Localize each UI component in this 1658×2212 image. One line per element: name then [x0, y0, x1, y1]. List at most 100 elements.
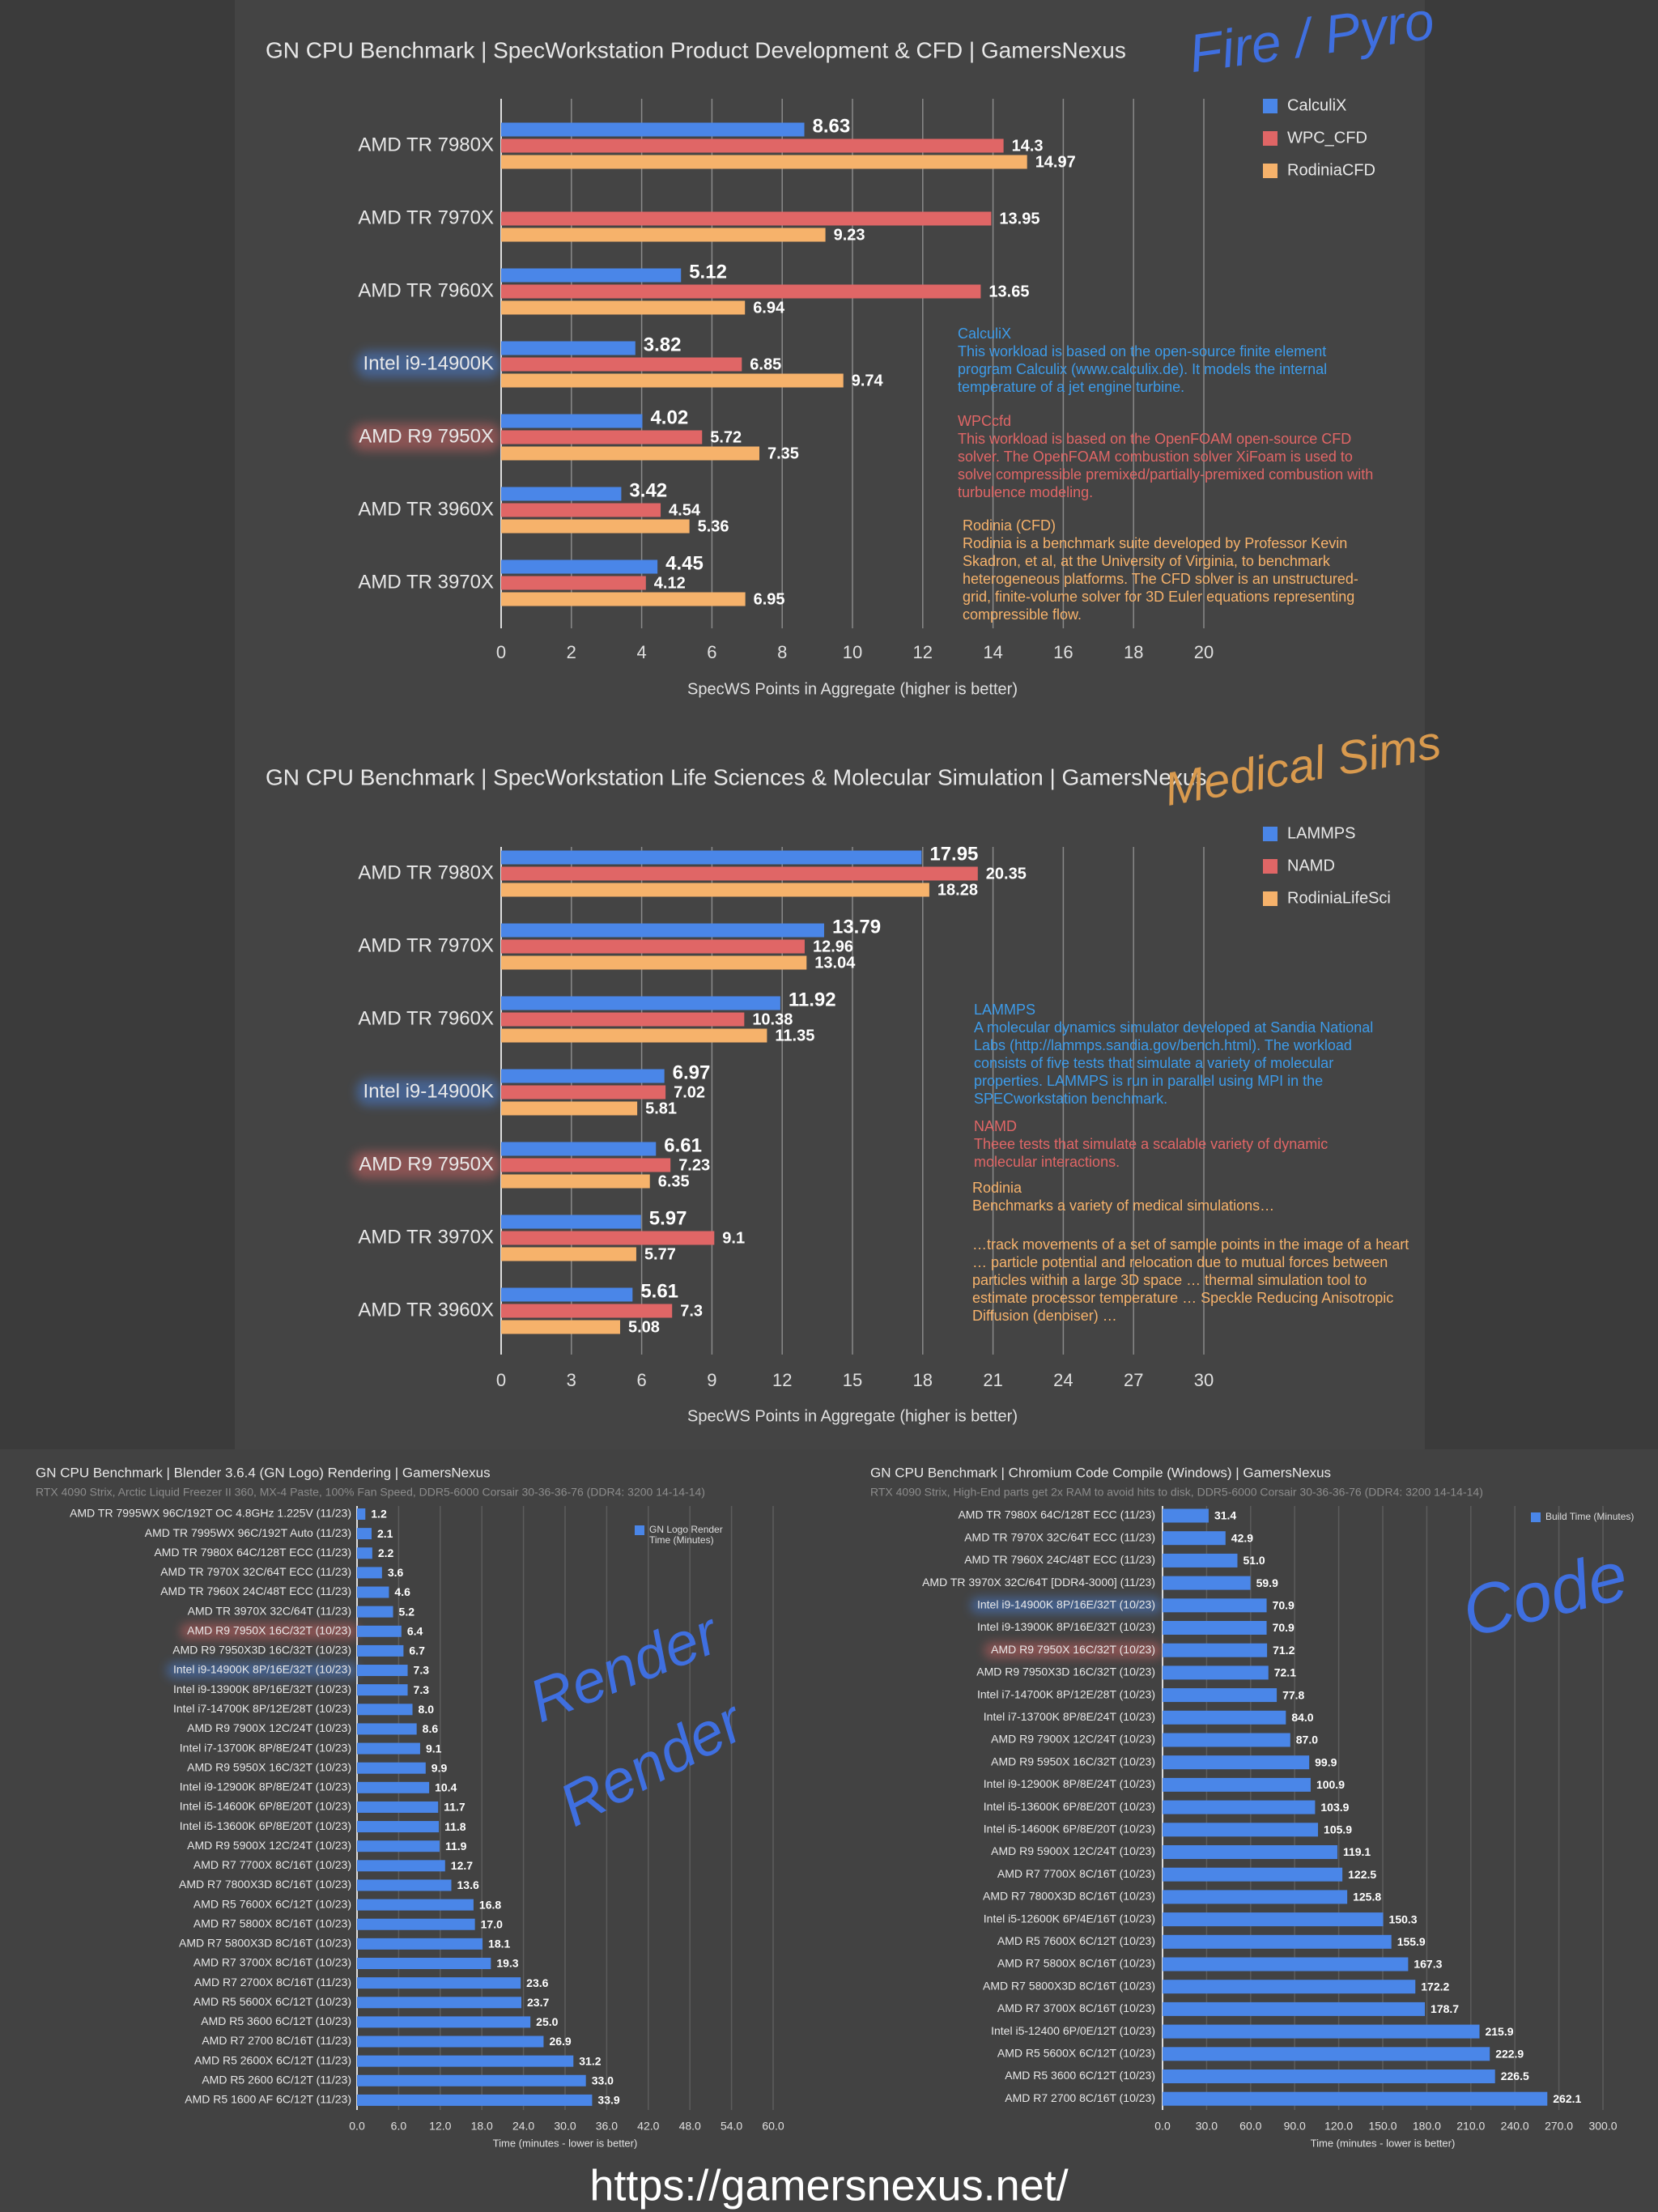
bar	[501, 1028, 767, 1043]
category-label: Intel i7-13700K 8P/8E/24T (10/23)	[180, 1741, 351, 1754]
category-label: Intel i9-14900K	[363, 1080, 494, 1102]
data-label: 9.1	[722, 1229, 745, 1247]
bar	[357, 1528, 372, 1540]
x-tick-label: 60.0	[1239, 2120, 1261, 2133]
x-tick-label: 60.0	[762, 2120, 784, 2133]
bar	[357, 2055, 574, 2067]
data-label: 9.23	[834, 226, 865, 244]
data-label: 262.1	[1553, 2092, 1581, 2105]
data-label: 5.97	[649, 1207, 687, 1229]
data-label: 6.35	[658, 1172, 690, 1190]
data-label: 77.8	[1282, 1688, 1304, 1701]
category-label: AMD R9 5900X 12C/24T (10/23)	[991, 1844, 1155, 1857]
data-label: 7.02	[674, 1083, 705, 1101]
category-label: Intel i7-14700K 8P/12E/28T (10/23)	[173, 1702, 351, 1715]
bar	[1163, 1867, 1343, 1882]
bar	[1163, 2069, 1495, 2083]
data-label: 33.9	[597, 2094, 619, 2107]
category-label: Intel i9-12900K 8P/8E/24T (10/23)	[984, 1777, 1155, 1790]
category-label: AMD R7 5800X3D 8C/16T (10/23)	[983, 1979, 1155, 1992]
data-label: 6.85	[750, 355, 781, 373]
data-label: 8.63	[813, 115, 851, 137]
annotation-text: …track movements of a set of sample poin…	[972, 1236, 1409, 1324]
data-label: 14.97	[1035, 153, 1076, 171]
data-label: 3.42	[629, 479, 667, 501]
bar	[357, 1762, 426, 1774]
bar	[1163, 1980, 1416, 1994]
data-label: 122.5	[1348, 1868, 1376, 1881]
data-label: 17.0	[481, 1917, 503, 1930]
bar	[357, 1918, 475, 1930]
bar	[357, 1644, 404, 1657]
x-tick-label: 240.0	[1501, 2120, 1529, 2133]
bar	[501, 1320, 620, 1334]
data-label: 51.0	[1243, 1554, 1265, 1567]
category-label: Intel i7-13700K 8P/8E/24T (10/23)	[984, 1710, 1155, 1723]
data-label: 103.9	[1320, 1801, 1349, 1814]
category-label: Intel i9-14900K 8P/16E/32T (10/23)	[977, 1598, 1155, 1611]
category-label: AMD R5 5600X 6C/12T (10/23)	[193, 1995, 351, 2008]
category-label: Intel i9-14900K 8P/16E/32T (10/23)	[173, 1663, 351, 1676]
x-tick-label: 14	[983, 642, 1002, 662]
bar	[1163, 1621, 1267, 1635]
bar	[501, 268, 682, 283]
bar	[357, 1977, 521, 1989]
bar	[1163, 2091, 1548, 2106]
bar	[1163, 1800, 1316, 1814]
data-label: 23.6	[526, 1976, 548, 1989]
category-label: AMD TR 7970X 32C/64T ECC (11/23)	[160, 1565, 351, 1578]
data-label: 4.02	[650, 406, 688, 428]
text-block: NAMD Theee tests that simulate a scalable…	[974, 1117, 1395, 1171]
bar	[501, 341, 636, 355]
data-label: 4.12	[654, 574, 686, 592]
category-label: AMD TR 7980X 64C/128T ECC (11/23)	[154, 1546, 351, 1559]
panel	[235, 0, 1425, 1449]
bar	[357, 1723, 417, 1735]
bar	[501, 122, 805, 137]
bar	[501, 357, 742, 372]
highlight-glow	[352, 423, 500, 451]
category-label: AMD R9 7950X3D 16C/32T (10/23)	[172, 1644, 351, 1657]
data-label: 5.72	[710, 428, 742, 446]
data-label: 222.9	[1495, 2048, 1524, 2061]
legend-label: GN Logo Render Time (Minutes)	[649, 1525, 723, 1546]
category-label: AMD R9 5950X 16C/32T (10/23)	[991, 1755, 1155, 1767]
legend-label: RodiniaLifeSci	[1287, 889, 1391, 907]
x-tick-label: 9	[707, 1370, 716, 1390]
highlight-glow	[166, 1662, 358, 1678]
bar	[357, 1547, 372, 1559]
data-label: 12.7	[451, 1859, 473, 1872]
bar	[357, 1879, 452, 1891]
x-tick-label: 6.0	[391, 2120, 407, 2133]
bar	[501, 430, 703, 445]
category-label: AMD R7 7800X3D 8C/16T (10/23)	[983, 1890, 1155, 1903]
data-label: 70.9	[1273, 1621, 1295, 1634]
data-label: 13.95	[999, 210, 1039, 228]
text-block: Rodinia (CFD)Rodinia is a benchmark suit…	[963, 517, 1358, 623]
bar	[501, 228, 826, 242]
annotation-text: Theee tests that simulate a scalable var…	[974, 1136, 1329, 1170]
x-tick-label: 6	[636, 1370, 646, 1390]
data-label: 8.6	[423, 1722, 439, 1735]
category-label: AMD TR 7970X	[358, 206, 494, 228]
bar	[501, 487, 622, 501]
bar	[357, 2035, 544, 2048]
bar	[501, 414, 643, 428]
legend-swatch	[1263, 859, 1278, 874]
bar	[357, 1606, 393, 1618]
bar	[1163, 1553, 1238, 1568]
data-label: 4.6	[394, 1585, 410, 1598]
chart-subtitle: RTX 4090 Strix, High-End parts get 2x RA…	[870, 1486, 1483, 1499]
data-label: 7.23	[678, 1156, 710, 1174]
chart-title: GN CPU Benchmark | Chromium Code Compile…	[870, 1465, 1331, 1480]
highlight-glow	[356, 351, 500, 378]
data-label: 59.9	[1256, 1576, 1278, 1589]
bar	[1163, 1845, 1337, 1859]
bar	[501, 300, 746, 315]
category-label: AMD R9 5950X 16C/32T (10/23)	[187, 1760, 351, 1773]
category-label: AMD R5 7600X 6C/12T (10/23)	[193, 1897, 351, 1910]
bar	[501, 284, 981, 299]
